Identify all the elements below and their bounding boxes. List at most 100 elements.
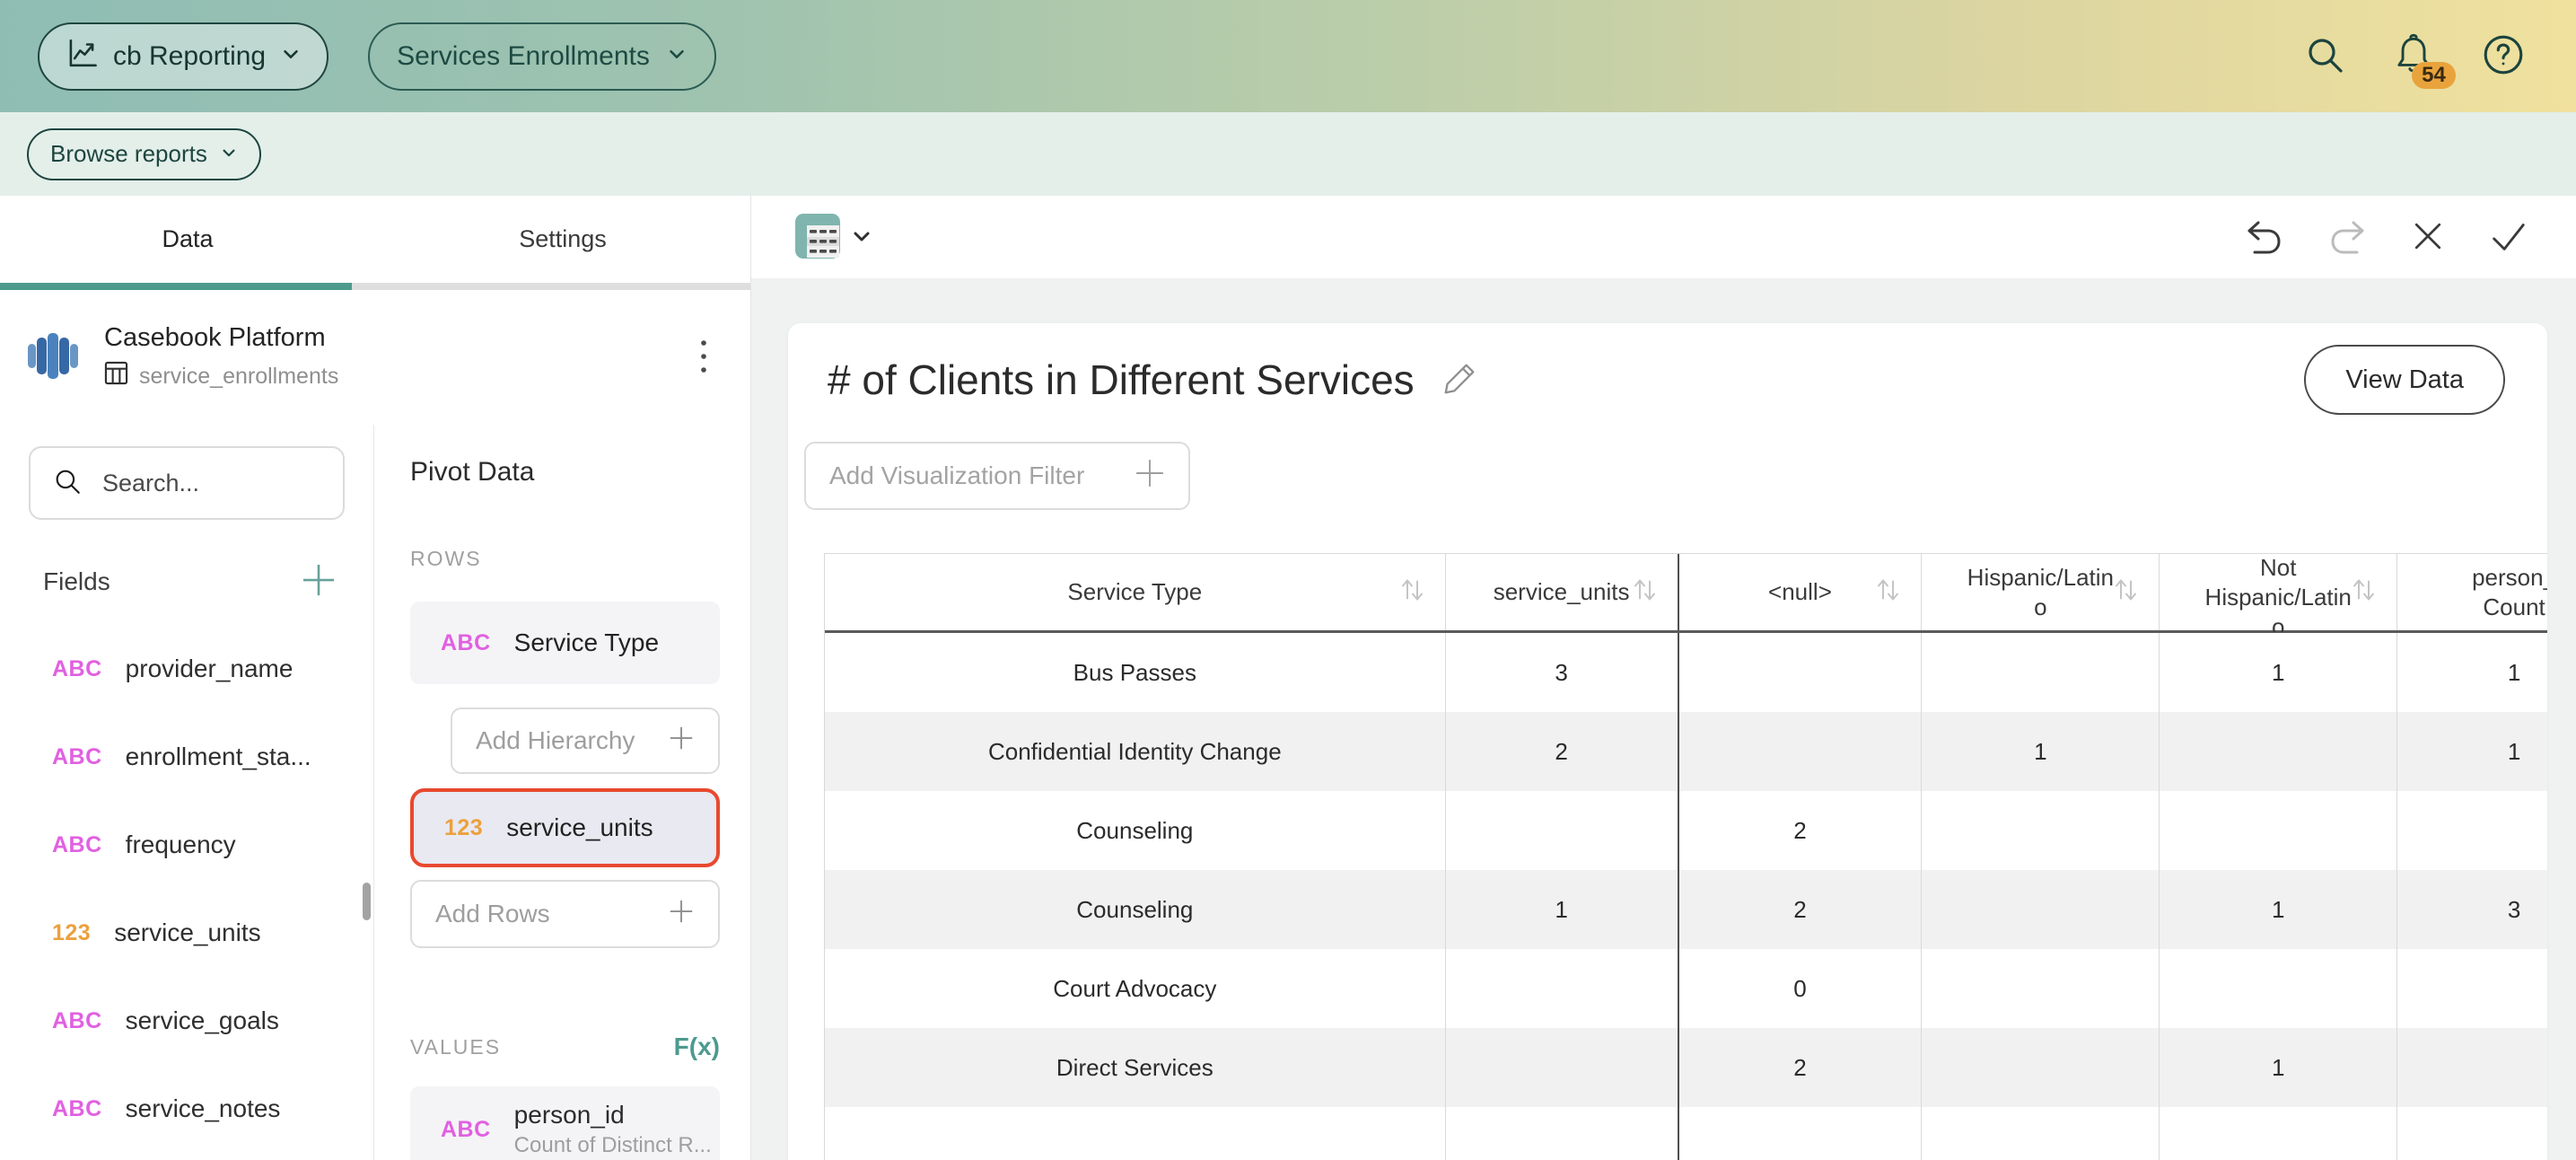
edit-title-button[interactable] bbox=[1440, 359, 1479, 401]
field-type-badge: 123 bbox=[444, 814, 484, 840]
topbar: cb Reporting Services Enrollments bbox=[0, 0, 2576, 112]
plus-icon bbox=[300, 561, 337, 602]
report-selector-button[interactable]: Services Enrollments bbox=[368, 22, 716, 91]
pivot-table-icon bbox=[794, 213, 841, 262]
tab-data[interactable]: Data bbox=[162, 225, 214, 252]
check-icon bbox=[2488, 216, 2528, 259]
pivot-table: Service Type service_units bbox=[824, 553, 2547, 1160]
field-item-provider-name[interactable]: ABC provider_name bbox=[52, 655, 294, 682]
pivot-row-chip-service-units-selected[interactable]: 123 service_units bbox=[410, 788, 720, 867]
close-button[interactable] bbox=[2409, 217, 2447, 258]
app-switcher-button[interactable]: cb Reporting bbox=[38, 22, 329, 91]
search-icon bbox=[52, 466, 83, 501]
field-type-badge: ABC bbox=[441, 629, 491, 655]
field-type-badge: ABC bbox=[52, 1007, 102, 1033]
source-name: Casebook Platform bbox=[104, 323, 326, 352]
column-header-service-type[interactable]: Service Type bbox=[825, 554, 1446, 630]
column-header-not-hispanic-latino[interactable]: Not Hispanic/Latino bbox=[2160, 554, 2398, 632]
field-item-frequency[interactable]: ABC frequency bbox=[52, 830, 236, 858]
sort-icon[interactable] bbox=[2112, 574, 2139, 611]
field-item-service-notes[interactable]: ABC service_notes bbox=[52, 1094, 281, 1122]
data-source-row: Casebook Platform service_enrollments bbox=[0, 290, 750, 425]
column-header-null[interactable]: <null> bbox=[1679, 554, 1923, 630]
table-cell: 2 bbox=[1679, 870, 1923, 949]
add-hierarchy-button[interactable]: Add Hierarchy bbox=[451, 707, 720, 774]
line-chart-icon bbox=[65, 36, 99, 77]
pivot-data-panel: Pivot Data ROWS ABC Service Type Add Hie… bbox=[374, 425, 750, 1160]
add-rows-button[interactable]: Add Rows bbox=[410, 880, 720, 948]
field-item-enrollment-status[interactable]: ABC enrollment_sta... bbox=[52, 743, 311, 770]
field-item-service-goals[interactable]: ABC service_goals bbox=[52, 1006, 279, 1034]
fields-scrollbar[interactable] bbox=[363, 883, 371, 920]
confirm-button[interactable] bbox=[2488, 216, 2528, 259]
report-selector-label: Services Enrollments bbox=[397, 40, 650, 71]
table-cell bbox=[2397, 1028, 2547, 1107]
sort-icon[interactable] bbox=[1874, 574, 1901, 611]
chevron-down-icon bbox=[850, 224, 873, 250]
table-row-partial bbox=[825, 1107, 2547, 1160]
field-type-badge: ABC bbox=[52, 831, 102, 857]
question-mark-icon bbox=[2481, 32, 2526, 80]
table-row: Counseling 2 bbox=[825, 791, 2547, 870]
notifications-button[interactable]: 54 bbox=[2391, 32, 2456, 89]
left-panel: Data Settings Caseboo bbox=[0, 196, 751, 1160]
add-field-button[interactable] bbox=[300, 561, 337, 602]
table-grid-icon bbox=[104, 361, 128, 391]
table-row: Counseling 1 2 1 3 bbox=[825, 870, 2547, 949]
redo-button[interactable] bbox=[2326, 215, 2368, 259]
table-cell bbox=[1446, 1028, 1679, 1107]
field-item-service-units[interactable]: 123 service_units bbox=[52, 918, 261, 946]
help-button[interactable] bbox=[2481, 32, 2526, 80]
tab-underline bbox=[0, 283, 750, 290]
table-cell: 0 bbox=[1679, 949, 1923, 1028]
table-cell: Bus Passes bbox=[825, 633, 1446, 712]
table-cell bbox=[1446, 949, 1679, 1028]
table-cell bbox=[1922, 633, 2160, 712]
table-cell bbox=[2160, 791, 2398, 870]
source-menu-button[interactable] bbox=[698, 335, 709, 381]
fields-title: Fields bbox=[43, 567, 110, 595]
table-cell bbox=[2397, 949, 2547, 1028]
table-cell: Counseling bbox=[825, 791, 1446, 870]
table-cell bbox=[2397, 791, 2547, 870]
visualization-type-selector[interactable] bbox=[794, 213, 873, 262]
table-cell: 2 bbox=[1679, 791, 1923, 870]
table-cell bbox=[2160, 949, 2398, 1028]
column-header-service-units[interactable]: service_units bbox=[1446, 554, 1679, 630]
add-visualization-filter[interactable]: Add Visualization Filter bbox=[804, 442, 1190, 510]
tab-settings[interactable]: Settings bbox=[519, 225, 607, 252]
field-type-badge: ABC bbox=[52, 743, 102, 769]
plus-icon bbox=[668, 898, 695, 931]
source-table: service_enrollments bbox=[104, 361, 338, 391]
notification-count-badge: 54 bbox=[2412, 62, 2456, 89]
table-cell: 1 bbox=[2160, 1028, 2398, 1107]
search-input[interactable] bbox=[102, 469, 321, 497]
table-cell bbox=[1922, 949, 2160, 1028]
kebab-icon bbox=[698, 335, 709, 381]
table-row: Direct Services 2 1 bbox=[825, 1028, 2547, 1107]
pivot-value-chip-person-id[interactable]: ABC person_id Count of Distinct R... bbox=[410, 1086, 720, 1160]
table-cell: 2 bbox=[1446, 712, 1679, 791]
column-header-hispanic-latino[interactable]: Hispanic/Latino bbox=[1922, 554, 2160, 630]
app-switcher-label: cb Reporting bbox=[113, 40, 267, 71]
table-cell: 3 bbox=[1446, 633, 1679, 712]
table-row: Confidential Identity Change 2 1 1 bbox=[825, 712, 2547, 791]
sort-icon[interactable] bbox=[1631, 574, 1658, 611]
column-header-person-count[interactable]: person_ Count bbox=[2472, 563, 2547, 620]
pivot-row-chip-service-type[interactable]: ABC Service Type bbox=[410, 602, 720, 684]
sort-icon[interactable] bbox=[2350, 574, 2377, 611]
formula-button[interactable]: F(x) bbox=[673, 1033, 720, 1060]
undo-button[interactable] bbox=[2244, 215, 2285, 259]
table-cell: Counseling bbox=[825, 870, 1446, 949]
view-data-button[interactable]: View Data bbox=[2304, 345, 2505, 415]
chevron-down-icon bbox=[666, 41, 688, 72]
sort-icon[interactable] bbox=[1398, 574, 1425, 611]
browse-reports-button[interactable]: Browse reports bbox=[27, 127, 261, 180]
search-button[interactable] bbox=[2303, 33, 2346, 79]
visualization-toolbar bbox=[751, 196, 2576, 278]
subheader: Browse reports bbox=[0, 112, 2576, 196]
table-cell: 3 bbox=[2507, 895, 2521, 923]
values-section-label: VALUES bbox=[410, 1034, 502, 1059]
pencil-icon bbox=[1440, 359, 1479, 401]
